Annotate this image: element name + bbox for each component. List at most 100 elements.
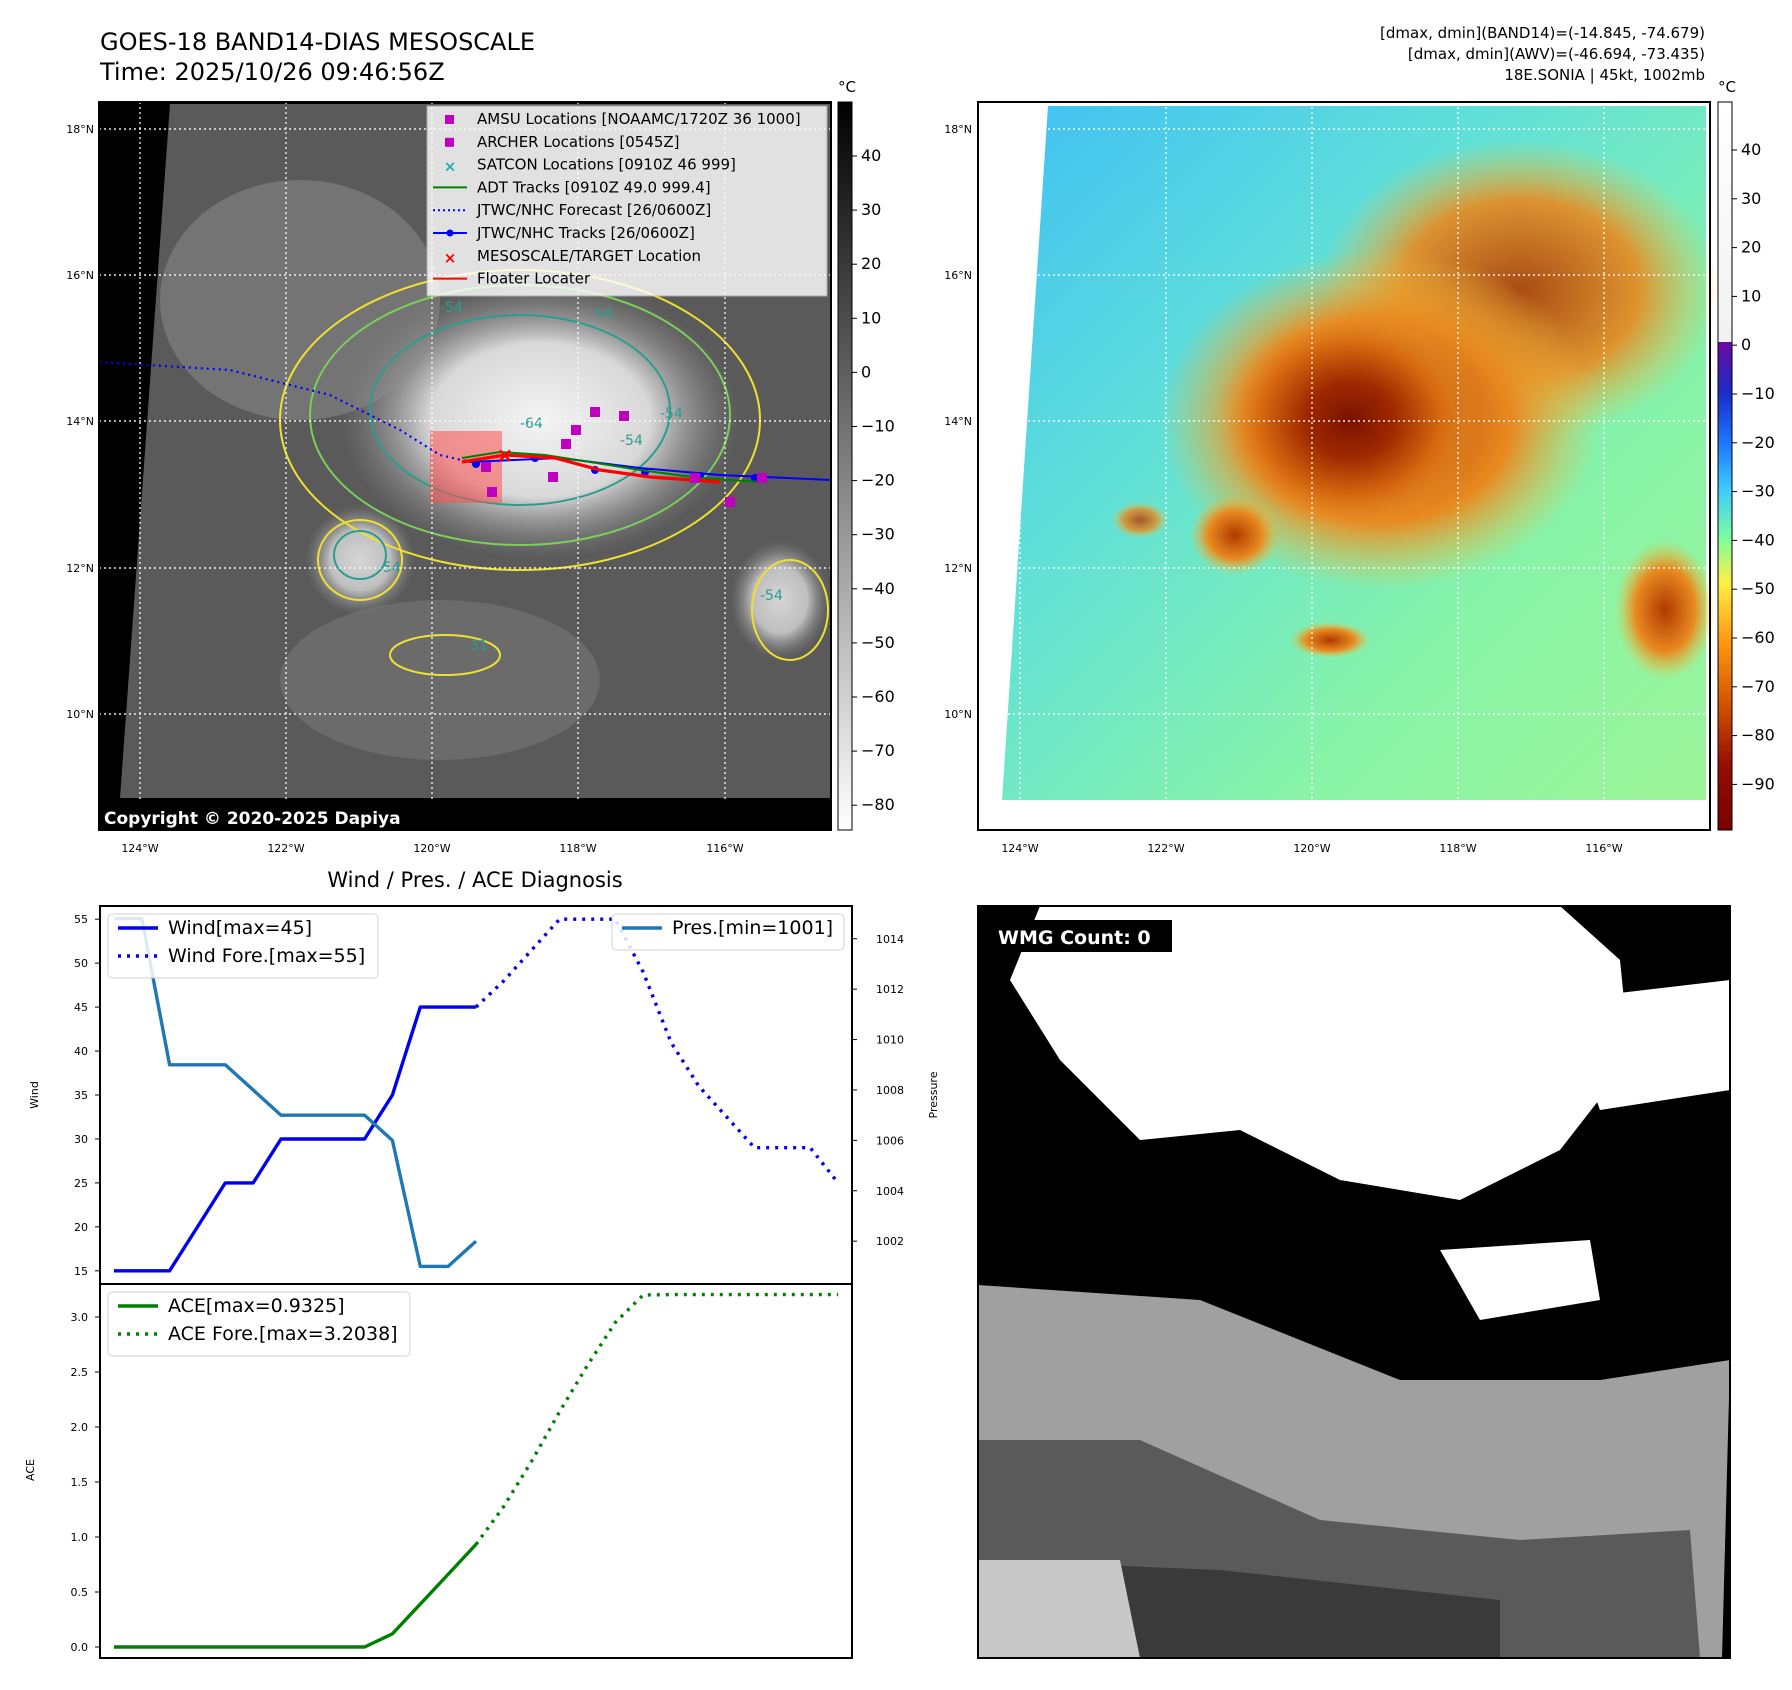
chart-legend-label: Wind[max=45] xyxy=(168,917,312,939)
y-tick-label: 30 xyxy=(74,1133,88,1146)
awv-lat-tick-label: 16°N xyxy=(944,269,972,282)
wind-yticks: 15 20 25 30 35 40 45 50 55 xyxy=(74,913,100,1278)
awv-storm-core xyxy=(1220,310,1480,530)
awv-lon-tick-label: 122°W xyxy=(1147,842,1184,855)
awv-lon-tick-label: 118°W xyxy=(1439,842,1476,855)
ace-axis-label: ACE xyxy=(24,1459,37,1481)
colorbar-tick-label: −40 xyxy=(1741,530,1775,549)
colorbar-tick-label: −70 xyxy=(1741,677,1775,696)
legend-square-swatch xyxy=(445,115,454,124)
ir-contour-west-core xyxy=(333,530,387,580)
ir-contour-labels: -54 -54-54-64-54-54-54-31 xyxy=(378,300,783,654)
map-axis-tick-labels: 18°N 18°N 16°N 16°N 14°N 14°N 12°N 12°N 10°N 10°N… xyxy=(66,123,1623,855)
legend-square-swatch xyxy=(445,137,454,147)
colorbar-tick-label: 40 xyxy=(861,146,881,165)
ir-legend-entry: Floater Locater xyxy=(433,270,591,288)
y-tick-label: 25 xyxy=(74,1177,88,1190)
colorbar-tick-label: −80 xyxy=(861,795,895,814)
ir-contour-label: -54 xyxy=(760,588,783,604)
ace-series xyxy=(113,1292,839,1649)
ir-contour-label: -54 xyxy=(440,300,463,316)
awv-gridlines xyxy=(978,102,1710,830)
ir-cloud-haze-s xyxy=(280,600,600,760)
colorbar-tick-label: −20 xyxy=(861,471,895,490)
ir-lat-tick-label: 12°N xyxy=(66,562,94,575)
info-line3: 18E.SONIA | 45kt, 1002mb xyxy=(1504,66,1705,84)
colorbar-tick-label: 10 xyxy=(1741,286,1761,305)
amsu-archer-marker xyxy=(757,473,767,483)
ir-contour-label: -54 xyxy=(660,406,683,422)
pressure-axis-label: Pressure xyxy=(927,1071,940,1118)
y-tick-label: 0.5 xyxy=(71,1586,89,1599)
best-track-point xyxy=(472,460,480,468)
wmg-region-white-east xyxy=(1560,980,1730,1110)
ir-lat-tick-label: 14°N xyxy=(66,415,94,428)
copyright-text: Copyright © 2020-2025 Dapiya xyxy=(104,809,401,829)
wind-legend: Wind[max=45] Wind Fore.[max=55] xyxy=(107,913,379,979)
ir-contour-south-cell xyxy=(389,634,501,676)
ir-lat-tick-label: 16°N xyxy=(66,269,94,282)
y-tick-right-label: 1002 xyxy=(876,1235,904,1248)
awv-lat-tick-label: 12°N xyxy=(944,562,972,575)
wmg-region-white-north xyxy=(1010,906,1630,1200)
wmg-count-label: WMG Count: 0 xyxy=(998,927,1151,949)
ir-contour-east-cell xyxy=(751,559,829,661)
awv-cell-south xyxy=(1290,622,1370,658)
ir-legend-entry: × SATCON Locations [0910Z 46 999] xyxy=(444,156,736,176)
ir-legend-label: JTWC/NHC Tracks [26/0600Z] xyxy=(476,224,695,242)
series-line xyxy=(113,916,478,1269)
ir-contour-label: -64 xyxy=(520,416,543,432)
amsu-archer-marker xyxy=(571,425,581,435)
wind-pressure-series xyxy=(113,916,840,1273)
ir-legend-label: ARCHER Locations [0545Z] xyxy=(477,133,680,151)
ir-legend-label: JTWC/NHC Forecast [26/0600Z] xyxy=(476,201,711,219)
ir-legend-entry: ADT Tracks [0910Z 49.0 999.4] xyxy=(433,178,711,196)
colorbar-tick-label: −30 xyxy=(1741,482,1775,501)
awv-colorbar-ticks: 40 30 20 10 0 −10 −20 −30 −40 −50 −60 −70 −80 −90 xyxy=(1732,140,1775,793)
y-tick-label: 1.0 xyxy=(71,1531,89,1544)
colorbar-tick-label: −50 xyxy=(1741,579,1775,598)
ir-colorbar-bar xyxy=(837,101,853,831)
amsu-archer-marker xyxy=(561,439,571,449)
amsu-archer-marker xyxy=(690,473,700,483)
y-tick-right-label: 1006 xyxy=(876,1134,904,1147)
y-tick-label: 45 xyxy=(74,1001,88,1014)
colorbar-tick-label: −60 xyxy=(1741,628,1775,647)
awv-colorbar-bar xyxy=(1717,101,1733,831)
colorbar-tick-label: −80 xyxy=(1741,726,1775,745)
ir-contour-label: -31 xyxy=(465,638,488,654)
colorbar-tick-label: −10 xyxy=(1741,384,1775,403)
chart-legend-box xyxy=(107,913,379,979)
series-line xyxy=(113,1005,476,1273)
y-tick-label: 3.0 xyxy=(71,1311,89,1324)
awv-map-panel xyxy=(977,101,1720,831)
ir-lat-tick-label: 18°N xyxy=(66,123,94,136)
ace-legend: ACE[max=0.9325] ACE Fore.[max=3.2038] xyxy=(107,1291,411,1357)
series-line xyxy=(113,1543,478,1649)
chart-legend-label: Wind Fore.[max=55] xyxy=(168,945,365,967)
ace-yticks: 0.0 0.5 1.0 1.5 2.0 2.5 3.0 xyxy=(71,1311,100,1654)
ir-gridlines xyxy=(99,102,831,830)
ir-contour-inner xyxy=(369,314,671,506)
y-tick-label: 20 xyxy=(74,1221,88,1234)
wmg-label-box xyxy=(990,920,1172,952)
ir-map-frame xyxy=(98,101,832,831)
awv-lat-tick-label: 14°N xyxy=(944,415,972,428)
colorbar-tick-label: −10 xyxy=(861,417,895,436)
amsu-archer-marker xyxy=(481,462,491,472)
colorbar-tick-label: −20 xyxy=(1741,433,1775,452)
wmg-frame xyxy=(977,905,1731,1659)
chart-legend-box xyxy=(107,1291,411,1357)
legend-x-swatch: × xyxy=(444,158,457,176)
y-tick-label: 0.0 xyxy=(71,1641,89,1654)
forecast-track-line xyxy=(98,360,471,464)
colorbar-tick-label: −30 xyxy=(861,525,895,544)
wmg-region-palegray xyxy=(978,1560,1140,1658)
y-tick-label: 2.0 xyxy=(71,1421,89,1434)
figure-title-line2: Time: 2025/10/26 09:46:56Z xyxy=(99,58,445,86)
chart-legend-label: Pres.[min=1001] xyxy=(672,917,833,939)
awv-cell-small xyxy=(1112,502,1168,538)
ir-legend-items: AMSU Locations [NOAAMC/1720Z 36 1000] ARC… xyxy=(433,110,801,288)
legend-x-swatch: × xyxy=(444,249,457,267)
